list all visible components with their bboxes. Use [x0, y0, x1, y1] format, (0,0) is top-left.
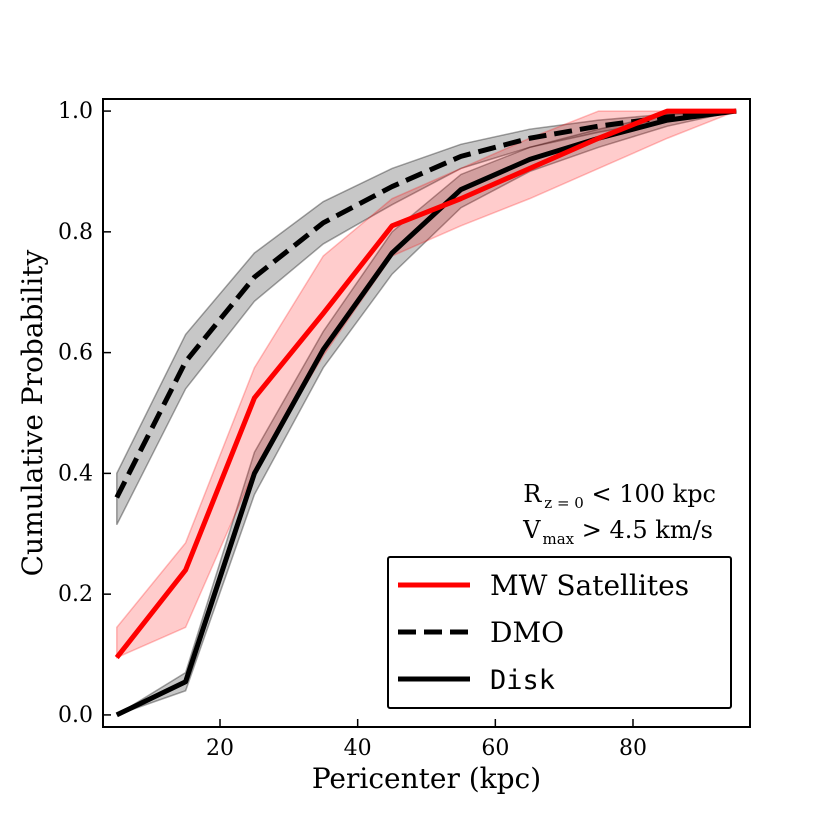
x-tick-label: 60: [481, 736, 509, 761]
dmo-line: [114, 108, 737, 499]
y-tick-label: 1.0: [58, 99, 93, 124]
legend: MW Satellites DMO Disk: [387, 556, 732, 709]
disk-line: [115, 108, 737, 718]
legend-box: [387, 556, 732, 709]
y-tick-label: 0.0: [58, 703, 93, 728]
x-tick-label: 80: [619, 736, 647, 761]
y-tick-label: 0.4: [58, 461, 93, 486]
annotation-v-subscript: max: [542, 530, 574, 548]
x-axis-label: Pericenter (kpc): [312, 762, 541, 795]
series-lines: [114, 108, 737, 718]
y-tick-label: 0.6: [58, 341, 93, 366]
plot-frame: [102, 98, 751, 728]
annotation-v-condition: > 4.5 km/s: [574, 516, 713, 544]
axis-ticks: 20 40 60 80 0.0 0.2 0.4 0.6 0.8 1.0: [58, 99, 647, 761]
y-axis-label: Cumulative Probability: [16, 249, 49, 576]
legend-label-mw-satellites: MW Satellites: [490, 569, 689, 602]
y-tick-label: 0.2: [58, 582, 93, 607]
mw-satellites-line: [114, 108, 737, 660]
annotation-r-condition: < 100 kpc: [584, 480, 716, 508]
annotation-r-symbol: R: [523, 480, 542, 508]
annotation-r-subscript: z = 0: [544, 494, 584, 512]
x-tick-label: 40: [344, 736, 372, 761]
legend-label-disk: Disk: [490, 665, 555, 696]
x-tick-label: 20: [206, 736, 234, 761]
y-tick-label: 0.8: [58, 220, 93, 245]
legend-label-dmo: DMO: [490, 616, 564, 649]
annotation-v-symbol: V: [522, 516, 541, 544]
